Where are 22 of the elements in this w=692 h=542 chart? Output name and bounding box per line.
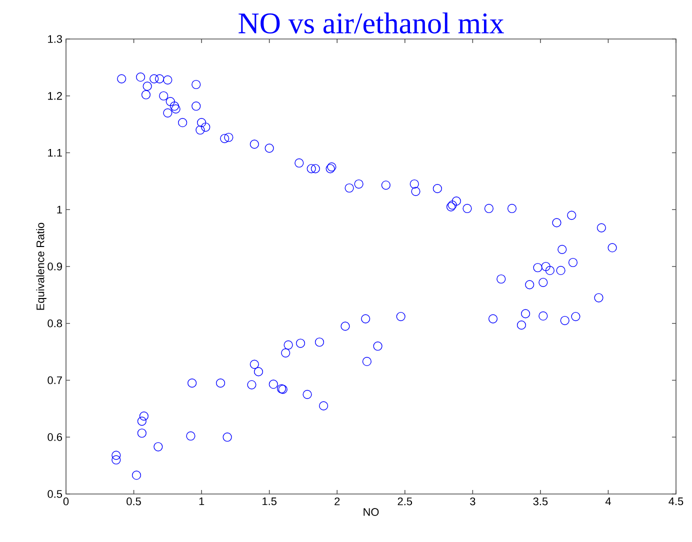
x-tick-label: 1.5 <box>262 498 276 506</box>
x-tick-label: 4.5 <box>668 498 684 506</box>
y-tick-label: 0.9 <box>48 262 62 270</box>
y-tick-label: 0.6 <box>48 433 62 441</box>
y-tick-label: 1.1 <box>48 148 62 157</box>
y-tick-label: 1.3 <box>48 35 62 43</box>
x-tick-label: 4 <box>605 498 611 506</box>
y-tick-label: 0.5 <box>48 490 62 498</box>
y-axis-title: Equivalence Ratio <box>36 222 46 310</box>
y-tick-label: 0.7 <box>48 376 62 384</box>
y-tick-label: 1.2 <box>48 92 62 100</box>
x-tick-label: 1 <box>199 498 204 506</box>
x-tick-label: 2.5 <box>398 498 412 506</box>
x-tick-label: 2 <box>334 498 340 506</box>
y-tick-label: 0.8 <box>48 319 62 328</box>
x-tick-label: 0.5 <box>126 498 141 506</box>
x-tick-label: 3 <box>470 498 476 506</box>
chart-title: NO vs air/ethanol mix <box>238 12 504 34</box>
y-tick-label: 1 <box>57 206 62 214</box>
x-axis-title: NO <box>364 508 379 516</box>
x-tick-label: 3.5 <box>533 498 548 506</box>
x-tick-label: 0 <box>63 498 69 506</box>
